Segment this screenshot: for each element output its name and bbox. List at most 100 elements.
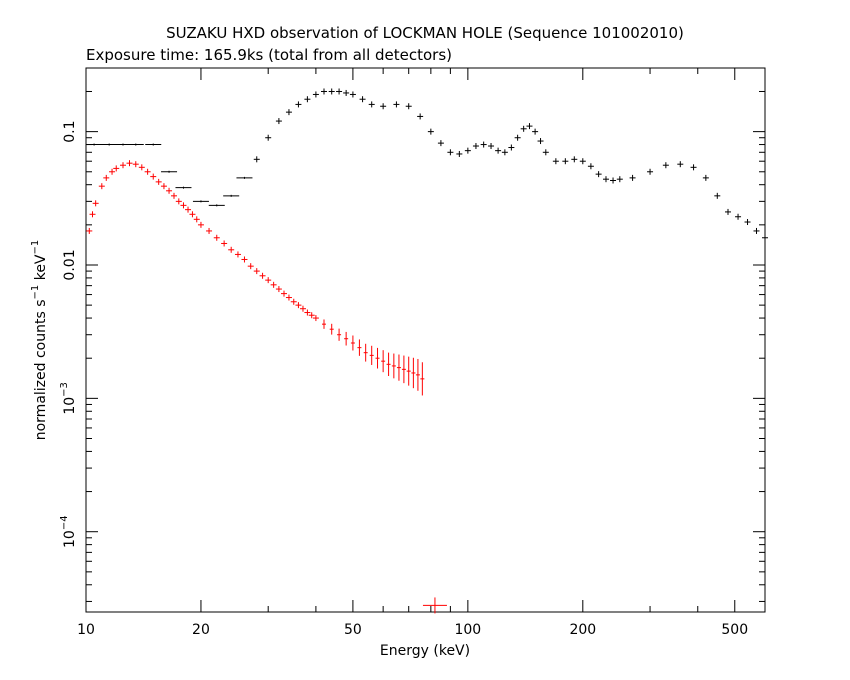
data-point — [109, 168, 116, 175]
data-point — [138, 164, 145, 171]
data-point — [236, 176, 253, 179]
data-point — [127, 143, 144, 146]
y-axis-label: normalized counts s−1 keV−1 — [30, 240, 49, 441]
data-point — [359, 96, 366, 103]
data-point — [349, 91, 356, 98]
data-point — [161, 170, 178, 173]
data-point — [290, 298, 297, 305]
y-tick-label: 10−4 — [59, 515, 78, 548]
data-point — [89, 211, 96, 218]
data-point — [192, 200, 209, 203]
data-point — [197, 221, 204, 228]
data-point — [189, 211, 196, 218]
data-point — [193, 216, 200, 223]
series-0 — [86, 88, 768, 241]
data-point — [213, 234, 220, 241]
data-point — [595, 171, 602, 178]
y-tick-label: 10−3 — [59, 382, 78, 415]
x-tick-label: 500 — [721, 622, 748, 638]
data-point — [501, 149, 508, 156]
data-point — [514, 134, 521, 141]
series-2 — [422, 597, 447, 614]
data-point — [270, 281, 277, 288]
data-point — [702, 174, 709, 181]
axis-ticks: 10 20 50 100 200 500 0.1 0.01 10−3 10−4 — [59, 68, 766, 638]
series-1 — [86, 160, 425, 396]
data-point — [447, 149, 454, 156]
data-point — [405, 103, 412, 110]
data-point — [417, 113, 424, 120]
data-point — [647, 168, 654, 175]
data-point — [321, 319, 326, 329]
data-point — [602, 176, 609, 183]
data-point — [375, 347, 380, 369]
data-point — [690, 164, 697, 171]
data-point — [336, 88, 343, 95]
data-point — [369, 345, 374, 365]
data-point — [113, 165, 120, 172]
data-point — [380, 103, 387, 110]
data-point — [150, 173, 157, 180]
data-point — [337, 328, 342, 341]
data-point — [677, 161, 684, 168]
data-point — [343, 89, 350, 96]
data-point — [495, 147, 502, 154]
data-point — [234, 251, 241, 258]
data-point — [437, 140, 444, 147]
data-point — [472, 143, 479, 150]
data-point — [456, 150, 463, 157]
data-point — [275, 286, 282, 293]
data-point — [488, 143, 495, 150]
x-tick-label: 20 — [192, 622, 210, 638]
data-point — [537, 138, 544, 145]
x-tick-label: 50 — [344, 622, 362, 638]
data-point — [253, 156, 260, 163]
data-point — [180, 202, 187, 209]
data-point — [208, 204, 225, 207]
data-point — [368, 101, 375, 108]
data-point — [241, 256, 248, 263]
data-point — [304, 309, 311, 316]
chart-subtitle: Exposure time: 165.9ks (total from all d… — [86, 46, 452, 64]
data-point — [393, 101, 400, 108]
x-tick-label: 200 — [569, 622, 596, 638]
data-point — [295, 101, 302, 108]
y-tick-label: 0.1 — [62, 120, 78, 142]
data-point — [166, 187, 173, 194]
data-point — [415, 358, 420, 391]
data-point — [329, 323, 334, 335]
data-point — [542, 149, 549, 156]
data-point — [247, 263, 254, 270]
data-point — [299, 305, 306, 312]
data-point — [552, 158, 559, 165]
data-point — [170, 192, 177, 199]
data-point — [175, 186, 192, 189]
x-tick-label: 100 — [454, 622, 481, 638]
data-point — [275, 118, 282, 125]
data-point — [735, 213, 742, 220]
data-point — [185, 206, 192, 213]
data-point — [160, 183, 167, 190]
data-point — [363, 343, 368, 362]
data-point — [744, 219, 751, 226]
data-point — [155, 178, 162, 185]
data-point — [223, 194, 240, 197]
data-point — [320, 88, 327, 95]
data-point — [762, 234, 768, 241]
x-tick-label: 10 — [77, 622, 95, 638]
data-point — [406, 356, 411, 386]
data-point — [420, 362, 425, 396]
data-point — [616, 176, 623, 183]
data-point — [265, 134, 272, 141]
data-point — [308, 312, 315, 319]
data-point — [206, 227, 213, 234]
data-point — [464, 147, 471, 154]
data-point — [280, 290, 287, 297]
data-point — [508, 144, 515, 151]
data-point — [144, 168, 151, 175]
data-point — [253, 268, 260, 275]
data-series — [86, 88, 768, 614]
data-point — [401, 355, 406, 384]
data-point — [221, 240, 228, 247]
